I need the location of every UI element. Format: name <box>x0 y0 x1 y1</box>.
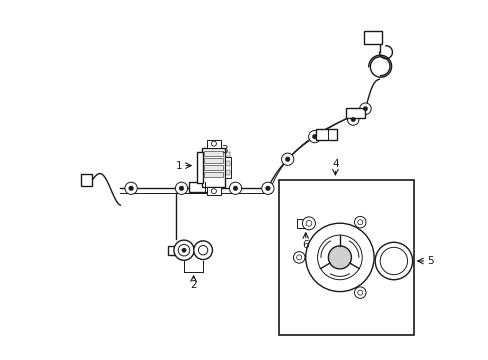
Circle shape <box>354 287 365 298</box>
Circle shape <box>302 217 315 230</box>
Bar <box>203 151 222 156</box>
Circle shape <box>350 117 355 122</box>
Bar <box>206 140 221 148</box>
Circle shape <box>359 103 370 114</box>
Text: 4: 4 <box>331 159 338 169</box>
Bar <box>225 170 230 175</box>
Circle shape <box>125 182 137 194</box>
Circle shape <box>193 241 212 260</box>
Circle shape <box>317 235 362 280</box>
Bar <box>206 187 221 195</box>
Bar <box>81 174 92 186</box>
Bar <box>225 161 230 166</box>
Circle shape <box>265 186 270 190</box>
Bar <box>297 219 306 228</box>
Circle shape <box>354 216 365 228</box>
Circle shape <box>312 134 316 139</box>
Bar <box>278 180 413 335</box>
Circle shape <box>281 153 293 165</box>
Text: 6: 6 <box>302 240 308 250</box>
Circle shape <box>374 242 412 280</box>
Bar <box>168 246 178 255</box>
Circle shape <box>328 246 351 269</box>
Text: 5: 5 <box>427 256 433 266</box>
Bar <box>189 182 216 192</box>
Circle shape <box>233 186 237 190</box>
Circle shape <box>305 223 373 292</box>
Circle shape <box>380 247 407 275</box>
Bar <box>202 148 225 187</box>
Text: 3: 3 <box>221 145 227 155</box>
Circle shape <box>285 157 289 162</box>
Circle shape <box>128 186 133 190</box>
Circle shape <box>175 182 187 194</box>
Text: 2: 2 <box>190 280 197 291</box>
Bar <box>225 152 230 157</box>
Bar <box>346 108 364 118</box>
Circle shape <box>174 240 194 260</box>
Bar <box>203 165 222 170</box>
Bar <box>203 158 222 163</box>
Bar <box>203 172 222 177</box>
Circle shape <box>261 182 273 194</box>
Circle shape <box>363 107 367 111</box>
Circle shape <box>308 131 320 143</box>
Circle shape <box>229 182 241 194</box>
Bar <box>363 31 381 44</box>
Bar <box>316 129 336 140</box>
Circle shape <box>179 186 183 190</box>
Bar <box>196 152 203 183</box>
Circle shape <box>182 248 186 252</box>
Text: 1: 1 <box>175 161 182 171</box>
Bar <box>225 157 231 178</box>
Circle shape <box>347 114 358 125</box>
Circle shape <box>293 252 305 263</box>
